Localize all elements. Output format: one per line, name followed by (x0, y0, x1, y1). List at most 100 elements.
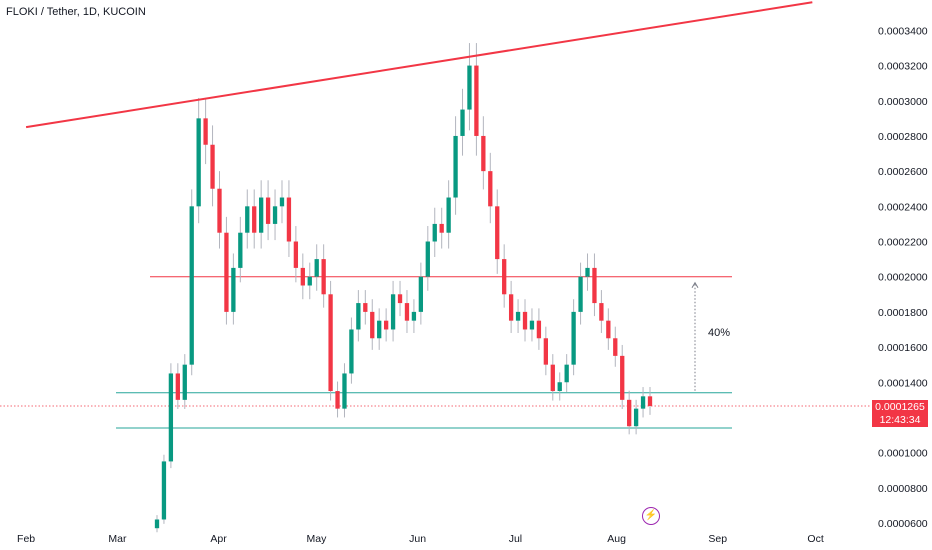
candle-body (495, 206, 500, 260)
candle-body (474, 65, 479, 136)
candle-body (481, 135, 486, 172)
candle-body (182, 364, 187, 400)
candle-body (189, 206, 194, 365)
candle-body (446, 197, 451, 233)
candle-body (314, 259, 319, 277)
candle-body (453, 135, 458, 198)
y-tick-label: 0.0002200 (878, 237, 928, 249)
measure-arrow-head (691, 281, 699, 288)
lightning-icon[interactable]: ⚡ (642, 507, 660, 525)
candle-body (627, 399, 632, 427)
candle-body (245, 206, 250, 233)
x-tick-label: Jun (409, 533, 426, 545)
trendline-group[interactable] (25, 1, 813, 129)
candle-body (578, 276, 583, 312)
last-price-value: 0.0001265 (875, 401, 925, 413)
candle-body (585, 267, 590, 277)
y-tick-label: 0.0002600 (878, 166, 928, 178)
x-tick-label: Mar (108, 533, 127, 545)
y-tick-label: 0.0003000 (878, 96, 928, 108)
x-axis[interactable]: Feb Mar Apr May Jun Jul Aug Sep Oct (17, 533, 824, 545)
candle-body (515, 311, 521, 321)
candle-body (161, 461, 167, 520)
x-tick-label: Aug (607, 533, 626, 545)
y-tick-label: 0.0000600 (878, 518, 928, 530)
candle-body (286, 197, 292, 242)
candle-body (307, 276, 312, 286)
candle-body (196, 118, 201, 207)
y-axis[interactable]: 0.0003400 0.0003200 0.0003000 0.0002800 0.00… (878, 25, 928, 530)
candle-body (606, 320, 611, 339)
percent-annotation: 40% (708, 327, 731, 339)
horizontal-levels[interactable] (0, 276, 870, 429)
candle-body (342, 373, 347, 409)
y-tick-label: 0.0003200 (878, 61, 928, 73)
x-tick-label: Apr (210, 533, 227, 545)
candle-body (543, 338, 548, 365)
annotation-group (691, 281, 699, 391)
candle-body (265, 197, 271, 224)
candle-body (557, 382, 562, 392)
candle-body (377, 320, 382, 339)
candle-body (349, 329, 354, 374)
x-tick-label: Feb (17, 533, 35, 545)
candle-body (252, 206, 257, 233)
chart-title: FLOKI / Tether, 1D, KUCOIN (6, 6, 146, 18)
last-price-badge: 0.0001265 12:43:34 (872, 400, 928, 427)
candle-body (564, 364, 569, 383)
candle-body (502, 259, 507, 295)
candle-body (168, 373, 174, 462)
candle-body (571, 311, 576, 365)
candle-body (550, 364, 555, 392)
x-tick-label: Jul (509, 533, 522, 545)
candle-body (238, 232, 243, 268)
candle-body (272, 206, 278, 224)
resistance-trendline (25, 1, 813, 129)
candles (154, 43, 653, 533)
y-tick-label: 0.0001600 (878, 342, 928, 354)
candle-body (356, 303, 361, 330)
candle-body (522, 311, 528, 330)
candle-body (321, 259, 326, 295)
candle-body (418, 276, 424, 312)
candle-body (467, 65, 472, 110)
x-tick-label: May (307, 533, 328, 545)
candle-body (175, 373, 180, 400)
y-tick-label: 0.0002400 (878, 201, 928, 213)
candle-body (460, 109, 465, 136)
candle-body (397, 294, 403, 304)
y-tick-label: 0.0000800 (878, 483, 928, 495)
candle-body (383, 320, 389, 330)
candle-body (647, 396, 653, 407)
candle-body (300, 267, 305, 286)
candle-body (217, 188, 222, 233)
candle-body (508, 294, 514, 321)
candle-body (390, 294, 396, 330)
candle-body (425, 241, 430, 277)
candle-body (363, 303, 368, 312)
candle-body (411, 311, 417, 321)
candle-body (613, 338, 618, 356)
candle-body (536, 320, 542, 339)
candle-body (432, 223, 437, 242)
candle-body (633, 408, 639, 427)
candle-body (439, 223, 444, 233)
y-tick-label: 0.0003400 (878, 25, 928, 37)
y-tick-label: 0.0001400 (878, 377, 928, 389)
x-tick-label: Sep (708, 533, 727, 545)
y-tick-label: 0.0002800 (878, 131, 928, 143)
candle-body (259, 197, 264, 233)
candle-body (620, 355, 625, 400)
candle-body (592, 267, 597, 304)
candle-body (599, 303, 604, 321)
candle-body (328, 294, 333, 392)
candle-body (335, 391, 340, 409)
y-tick-label: 0.0001000 (878, 448, 928, 460)
x-tick-label: Oct (807, 533, 823, 545)
candle-body (488, 171, 493, 207)
candle-body (231, 267, 236, 312)
candle-body (154, 519, 160, 529)
candle-body (529, 320, 535, 330)
candle-body (224, 232, 229, 312)
